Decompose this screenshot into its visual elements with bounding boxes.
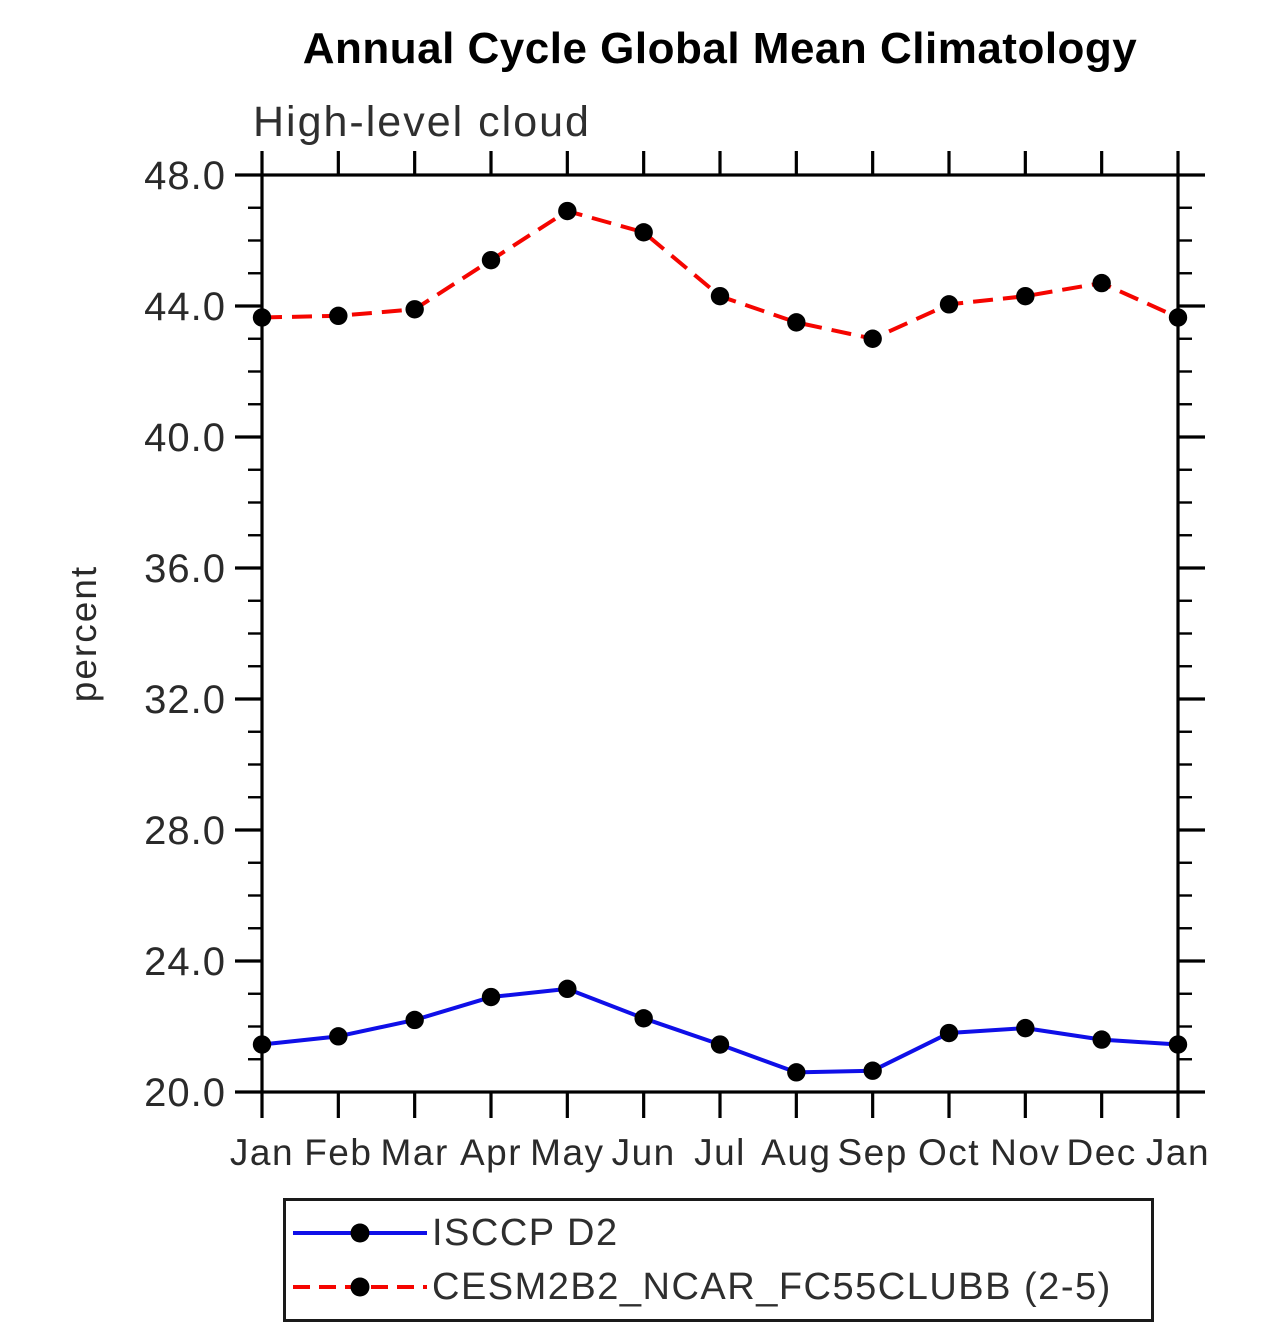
- series-marker-1: [939, 295, 959, 314]
- legend-line-sample-dashed: [293, 1277, 427, 1297]
- x-tick-label: Jan: [230, 1132, 294, 1173]
- series-marker-0: [939, 1023, 959, 1043]
- legend-marker-dot: [350, 1277, 370, 1297]
- series-marker-1: [405, 300, 424, 319]
- legend: ISCCP D2 CESM2B2_NCAR_FC55CLUBB (2-5): [283, 1198, 1154, 1322]
- series-marker-0: [1168, 1035, 1188, 1054]
- series-marker-0: [863, 1061, 882, 1080]
- legend-label: ISCCP D2: [432, 1211, 619, 1254]
- series-marker-0: [710, 1035, 730, 1054]
- series-marker-1: [252, 308, 272, 327]
- series-marker-0: [405, 1010, 424, 1030]
- x-tick-label: Jul: [694, 1132, 746, 1173]
- y-axis-title: percent: [63, 565, 104, 702]
- x-tick-label: Aug: [761, 1132, 831, 1173]
- series-marker-1: [863, 329, 882, 348]
- series-marker-1: [634, 223, 653, 242]
- series-marker-0: [787, 1063, 806, 1082]
- series-marker-0: [634, 1009, 653, 1028]
- series-marker-1: [558, 201, 577, 221]
- x-tick-label: Jan: [1146, 1132, 1210, 1173]
- legend-item-cesm2b2: CESM2B2_NCAR_FC55CLUBB (2-5): [290, 1265, 1112, 1309]
- y-tick-label: 24.0: [144, 940, 226, 984]
- y-tick-label: 40.0: [144, 416, 226, 460]
- series-line-0: [261, 986, 1179, 1075]
- series-marker-1: [1168, 308, 1188, 327]
- x-tick-label: Nov: [990, 1132, 1060, 1173]
- x-tick-label: Jun: [612, 1132, 676, 1173]
- series-marker-1: [787, 313, 806, 332]
- y-tick-label: 44.0: [144, 285, 226, 329]
- y-tick-label: 48.0: [144, 154, 226, 198]
- x-tick-label: Oct: [918, 1132, 980, 1173]
- legend-line-sample-solid: [293, 1223, 427, 1243]
- series-marker-0: [1092, 1030, 1111, 1049]
- x-tick-label: Sep: [837, 1132, 907, 1173]
- chart-subtitle: High-level cloud: [253, 98, 591, 146]
- legend-marker-dot: [350, 1223, 370, 1243]
- series-marker-1: [1016, 286, 1035, 306]
- series-marker-0: [558, 979, 577, 999]
- y-tick-label: 36.0: [144, 547, 226, 591]
- x-tick-label: Feb: [304, 1132, 372, 1173]
- x-tick-label: Dec: [1067, 1132, 1137, 1173]
- y-tick-label: 28.0: [144, 809, 226, 853]
- x-tick-label: May: [530, 1132, 604, 1173]
- chart-title: Annual Cycle Global Mean Climatology: [302, 24, 1138, 73]
- y-tick-label: 32.0: [144, 678, 226, 722]
- x-tick-label: Apr: [460, 1132, 522, 1173]
- y-tick-label: 20.0: [144, 1071, 226, 1115]
- series-marker-1: [710, 286, 730, 306]
- series-marker-1: [1092, 273, 1111, 293]
- series-marker-0: [1016, 1018, 1035, 1038]
- series-line-1: [261, 209, 1179, 341]
- series-marker-0: [481, 987, 501, 1007]
- x-tick-label: Mar: [381, 1132, 449, 1173]
- series-marker-0: [329, 1027, 348, 1046]
- series-marker-1: [329, 306, 348, 326]
- series-marker-1: [481, 250, 501, 270]
- legend-item-isccp-d2: ISCCP D2: [290, 1211, 619, 1255]
- series-marker-0: [252, 1035, 272, 1054]
- legend-label: CESM2B2_NCAR_FC55CLUBB (2-5): [432, 1265, 1112, 1308]
